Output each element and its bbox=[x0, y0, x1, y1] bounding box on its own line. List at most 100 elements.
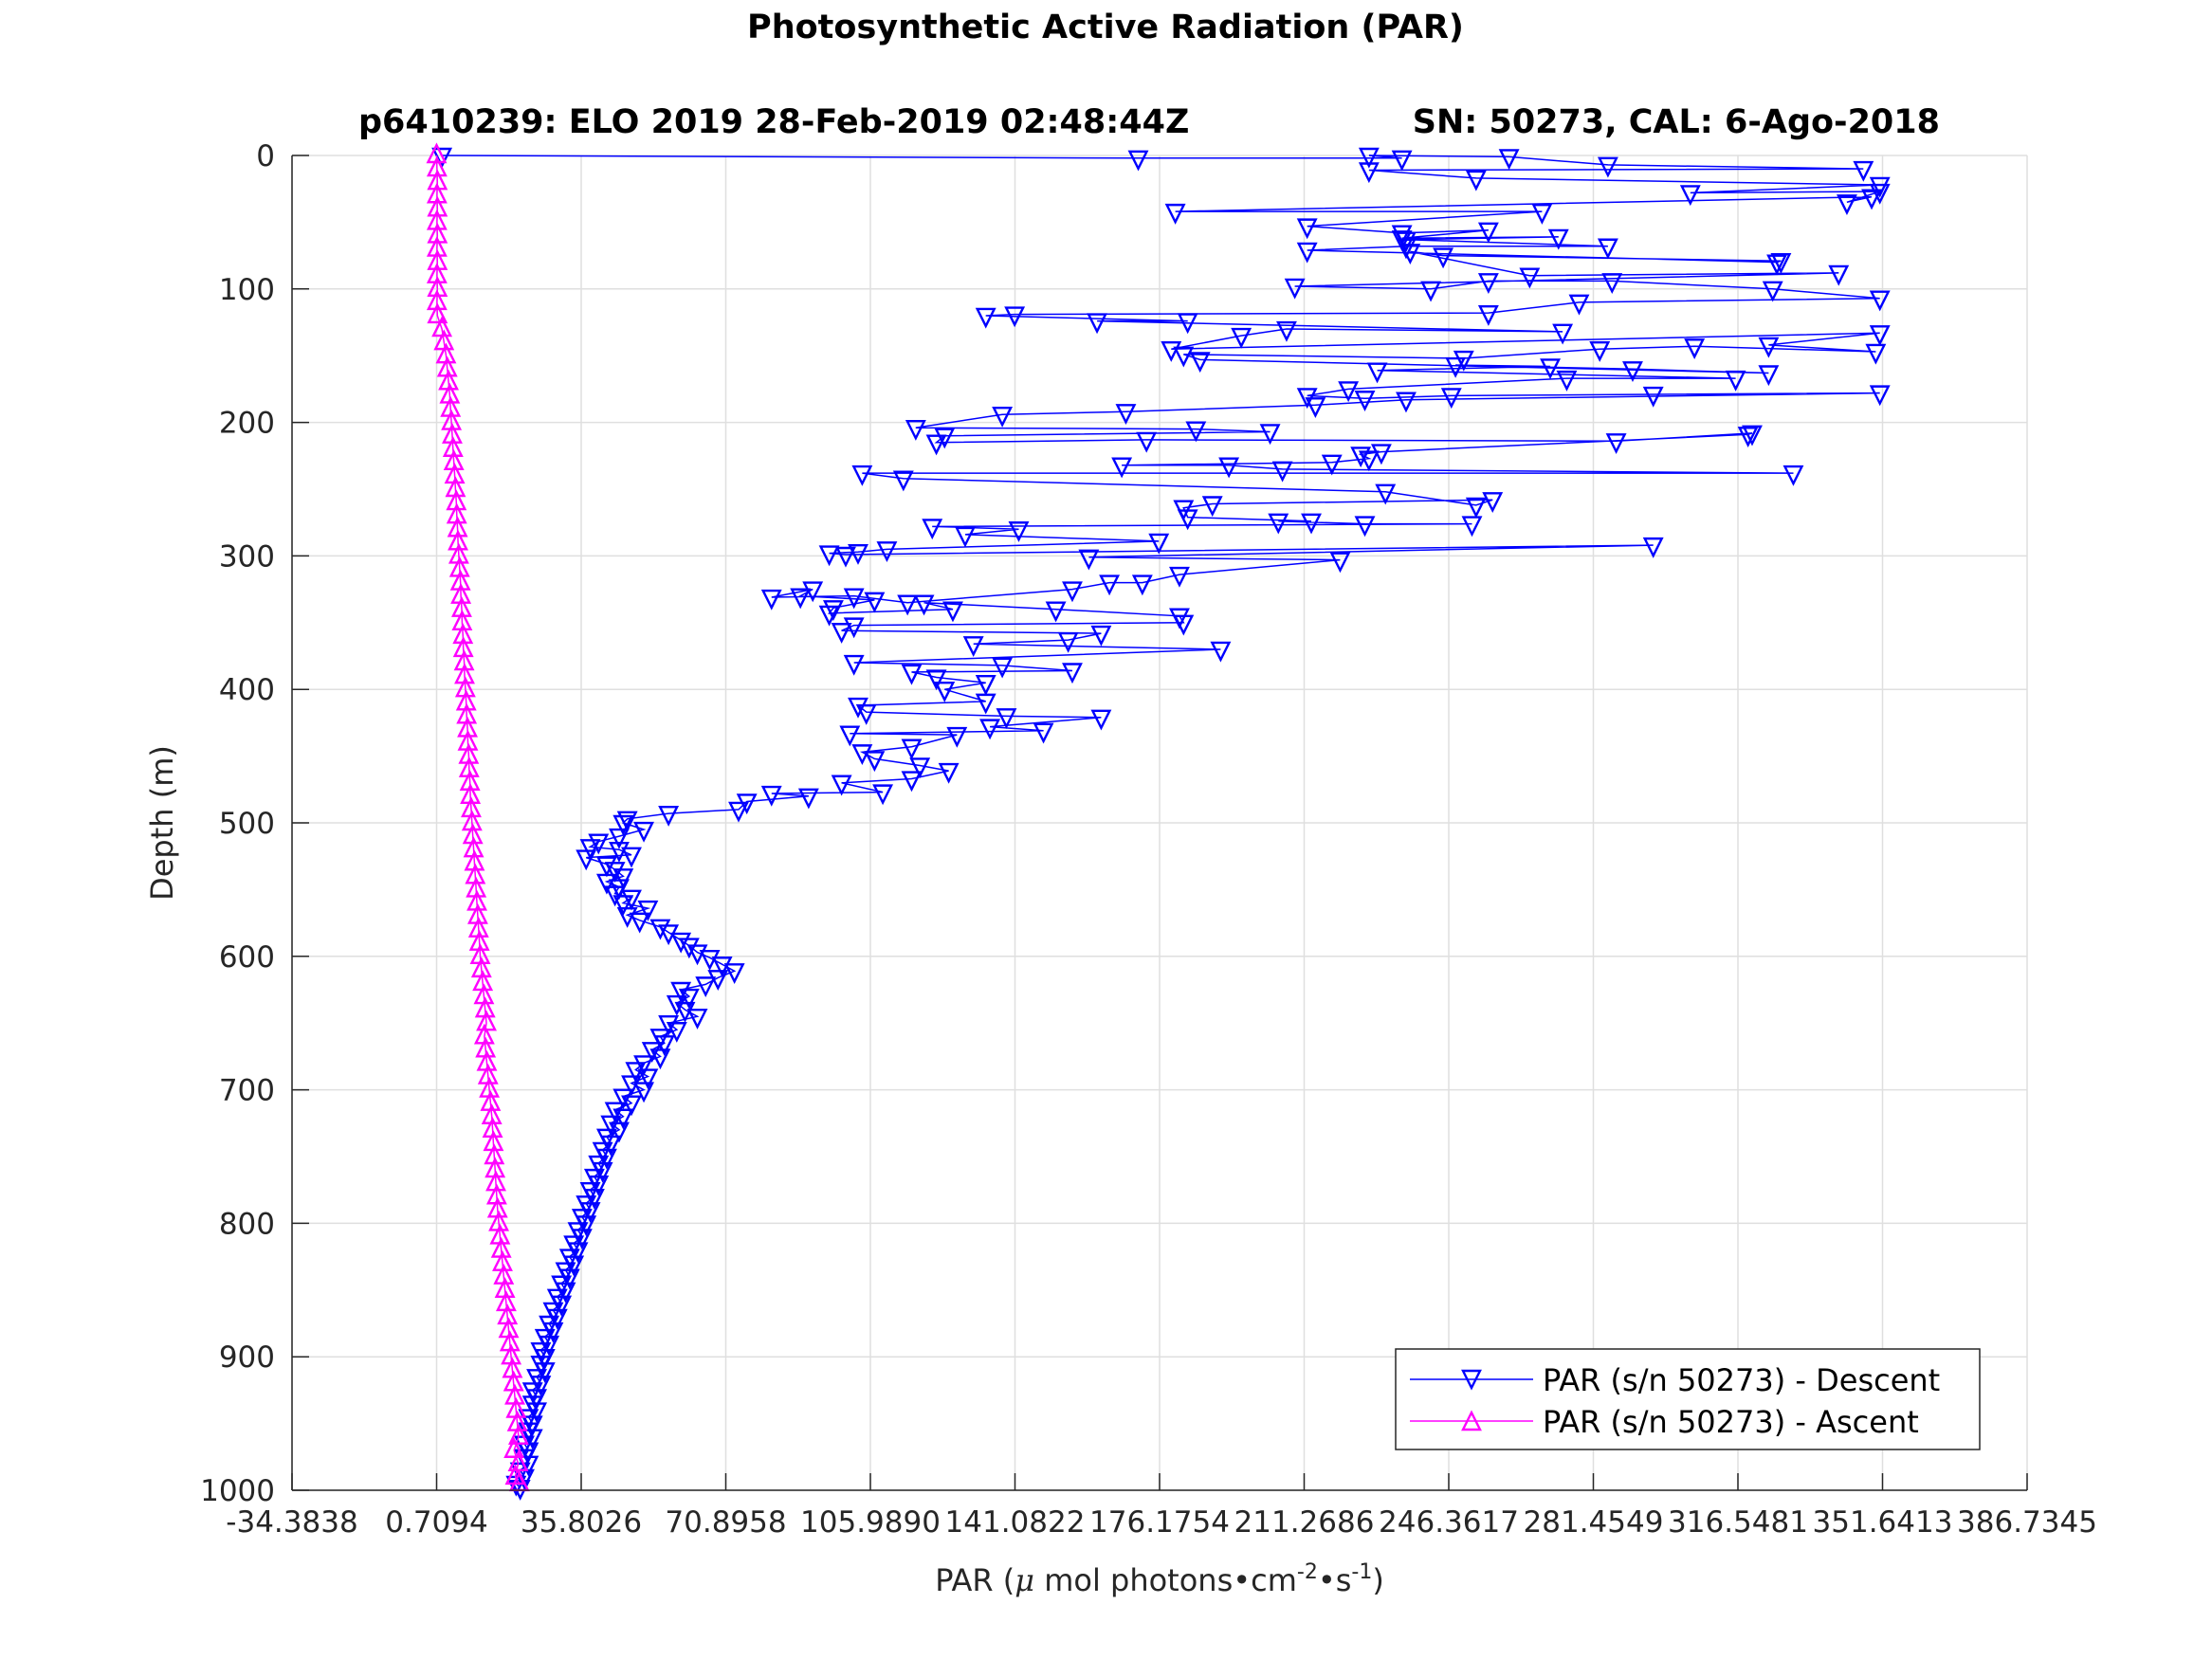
descent-point bbox=[1477, 222, 1499, 244]
descent-point bbox=[621, 847, 642, 868]
descent-point bbox=[938, 762, 960, 784]
descent-point bbox=[818, 545, 840, 567]
descent-point bbox=[1177, 313, 1198, 335]
descent-point bbox=[760, 785, 782, 807]
descent-point bbox=[612, 895, 634, 917]
descent-point bbox=[962, 636, 984, 658]
x-tick-label: 351.6413 bbox=[1813, 1505, 1953, 1540]
descent-point bbox=[666, 1022, 687, 1043]
x-axis-label-exp1: -2 bbox=[1297, 1560, 1318, 1584]
y-tick-label: 900 bbox=[219, 1340, 275, 1375]
descent-point bbox=[666, 994, 687, 1016]
y-tick-label: 1000 bbox=[200, 1474, 275, 1508]
descent-point bbox=[1742, 425, 1763, 447]
y-tick-label: 300 bbox=[219, 539, 275, 574]
descent-point bbox=[942, 601, 963, 623]
descent-point bbox=[563, 1255, 585, 1277]
descent-point bbox=[1589, 340, 1611, 362]
descent-point bbox=[621, 889, 642, 911]
descent-point bbox=[649, 1048, 671, 1070]
descent-point bbox=[621, 1095, 642, 1117]
descent-point bbox=[1622, 361, 1643, 382]
descent-point bbox=[612, 868, 634, 890]
descent-point bbox=[1358, 450, 1380, 472]
descent-point bbox=[909, 757, 931, 779]
descent-point bbox=[955, 526, 976, 548]
descent-point bbox=[1465, 497, 1487, 519]
x-tick-label: 211.2686 bbox=[1234, 1505, 1375, 1540]
descent-point bbox=[818, 605, 840, 627]
ascent-point bbox=[447, 516, 468, 538]
descent-point bbox=[1033, 722, 1054, 744]
descent-point bbox=[633, 1082, 654, 1103]
descent-point bbox=[616, 811, 638, 832]
descent-point bbox=[678, 938, 700, 959]
descent-point bbox=[1440, 388, 1462, 410]
descent-point bbox=[1597, 156, 1618, 178]
descent-point bbox=[1321, 454, 1343, 476]
descent-point bbox=[521, 1429, 543, 1450]
descent-point bbox=[558, 1268, 580, 1290]
descent-point bbox=[1354, 391, 1376, 411]
descent-point bbox=[934, 682, 956, 702]
x-axis-label: PAR (μ mol photons•cm-2•s-1) bbox=[935, 1560, 1384, 1598]
descent-point bbox=[1433, 247, 1454, 269]
ascent-series bbox=[426, 142, 530, 1492]
x-tick-label: 70.8958 bbox=[665, 1505, 786, 1540]
descent-point bbox=[1869, 176, 1891, 198]
descent-point bbox=[1597, 238, 1618, 260]
descent-point bbox=[1062, 581, 1083, 603]
descent-point bbox=[600, 1115, 622, 1137]
descent-point bbox=[649, 919, 671, 940]
ascent-point bbox=[455, 689, 477, 711]
descent-point bbox=[1461, 516, 1483, 538]
descent-point bbox=[1090, 709, 1112, 731]
descent-point bbox=[822, 600, 844, 621]
descent-point bbox=[1396, 231, 1417, 253]
legend: PAR (s/n 50273) - Descent PAR (s/n 50273… bbox=[1395, 1348, 1981, 1450]
ascent-point bbox=[427, 222, 448, 244]
descent-point bbox=[1869, 385, 1891, 407]
x-tick-label: 105.9890 bbox=[800, 1505, 941, 1540]
descent-point bbox=[728, 801, 749, 823]
descent-point bbox=[848, 543, 868, 565]
descent-point bbox=[1115, 404, 1137, 426]
x-tick-labels: -34.3838 0.7094 35.8026 70.8958 105.9890 141.… bbox=[226, 1505, 2097, 1540]
descent-point bbox=[637, 1068, 659, 1090]
descent-point bbox=[567, 1242, 589, 1264]
descent-point bbox=[1547, 228, 1569, 250]
descent-point bbox=[604, 862, 626, 883]
ascent-point bbox=[426, 155, 448, 177]
descent-point bbox=[946, 726, 968, 748]
ascent-point bbox=[427, 276, 448, 297]
descent-point bbox=[1231, 327, 1252, 349]
descent-point bbox=[1758, 365, 1780, 387]
descent-point bbox=[595, 856, 617, 878]
descent-point bbox=[539, 1335, 560, 1357]
y-tick-label: 400 bbox=[219, 673, 275, 707]
descent-point bbox=[542, 1322, 564, 1343]
x-tick-label: 141.0822 bbox=[945, 1505, 1086, 1540]
descent-point bbox=[1853, 160, 1874, 182]
ascent-point bbox=[426, 235, 448, 257]
descent-point bbox=[1519, 267, 1541, 289]
x-tick-label: 35.8026 bbox=[521, 1505, 642, 1540]
descent-point bbox=[1477, 273, 1499, 295]
ascent-point bbox=[427, 169, 448, 191]
descent-point bbox=[1259, 424, 1281, 446]
descent-point bbox=[551, 1295, 573, 1317]
descent-point bbox=[641, 1042, 663, 1064]
descent-point bbox=[555, 1282, 576, 1304]
descent-point bbox=[992, 406, 1014, 428]
descent-point bbox=[658, 805, 680, 827]
descent-point bbox=[839, 725, 861, 747]
descent-point bbox=[670, 981, 692, 1003]
ascent-point bbox=[426, 142, 448, 164]
descent-point bbox=[925, 434, 947, 456]
descent-point bbox=[526, 1402, 547, 1424]
descent-point bbox=[925, 669, 947, 691]
descent-point bbox=[1531, 203, 1553, 225]
descent-point bbox=[843, 654, 865, 676]
descent-point bbox=[1837, 194, 1857, 215]
descent-point bbox=[797, 788, 819, 810]
